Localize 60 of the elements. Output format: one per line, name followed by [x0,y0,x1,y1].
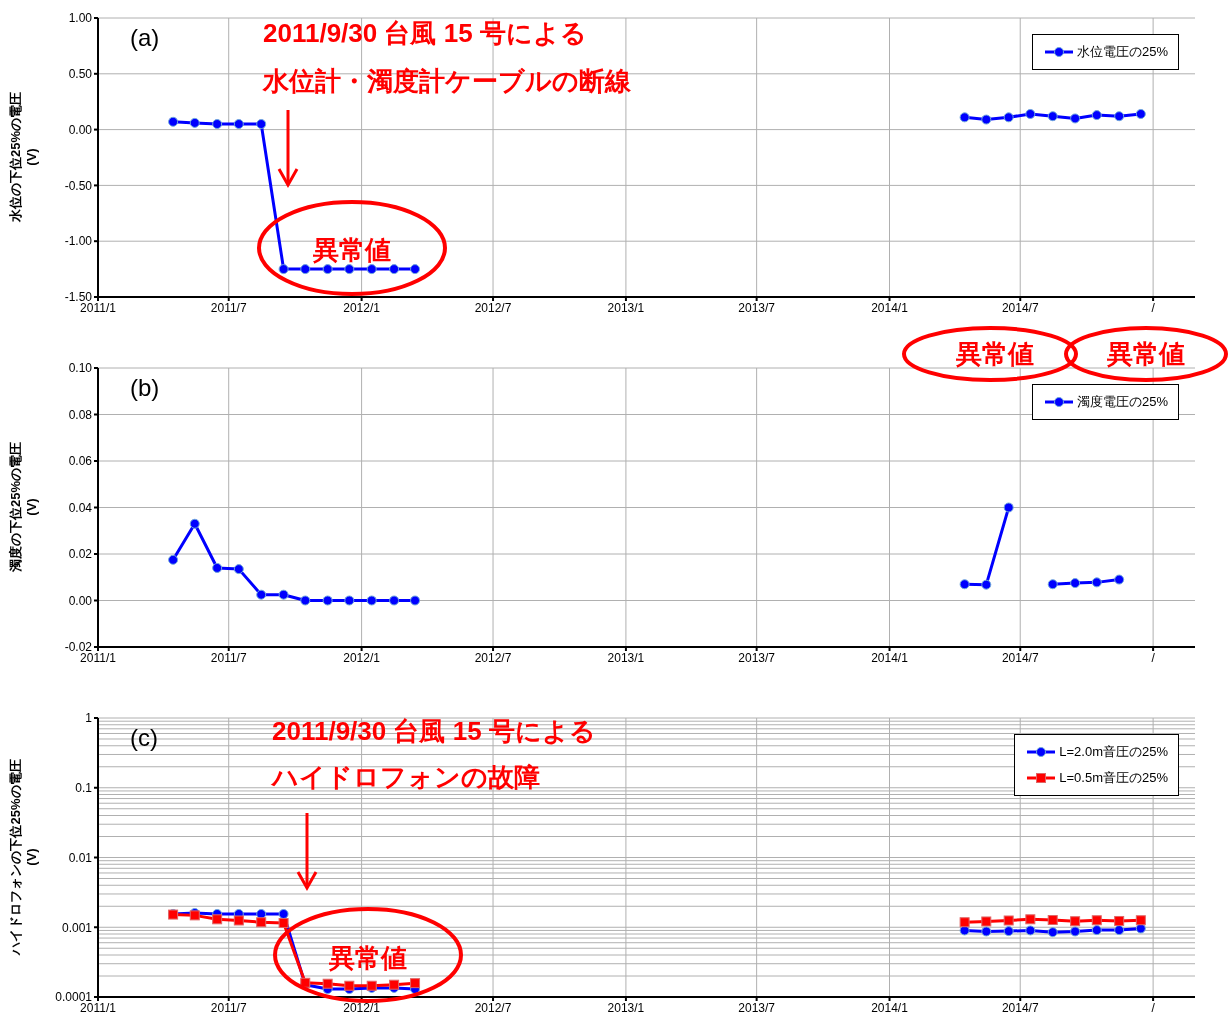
x-tick-label: 2014/7 [1001,300,1039,315]
legend-label: 濁度電圧の25% [1076,393,1168,411]
x-tick-label: 2011/1 [80,650,117,665]
x-tick-label: 2013/7 [738,650,776,665]
annotation: ハイドロフォンの故障 [272,762,540,792]
y-tick-label: 0.10 [68,361,93,376]
y-tick-label: 0.04 [68,500,93,515]
annotation: 異常値 [313,235,391,265]
x-tick-label: 2014/1 [871,300,909,315]
y-tick-label: -1.00 [64,234,93,249]
annotation: 水位計・濁度計ケーブルの断線 [263,66,631,96]
x-tick-label: 2011/1 [80,300,117,315]
annotation: 異常値 [329,943,407,973]
y-axis-title: 濁度の下位25%の電圧 (V) [8,441,40,573]
legend-label: L=0.5m音圧の25% [1059,769,1168,787]
chart-title: (b) [130,374,160,402]
annotation: 異常値 [956,339,1034,369]
x-tick-label: 2014/1 [871,1000,909,1015]
y-tick-label: 0.1 [75,781,93,796]
x-tick-label: 2014/1 [871,650,909,665]
annotation: 異常値 [1107,339,1185,369]
legend-label: 水位電圧の25% [1076,43,1168,61]
x-tick-label: 2012/7 [474,650,512,665]
x-tick-label: 2011/1 [80,1000,117,1015]
x-tick-label: / [1151,650,1156,665]
y-tick-label: 0.50 [68,67,93,82]
annotation: 2011/9/30 台風 15 号による [272,716,596,746]
x-tick-label: 2012/1 [343,650,381,665]
y-tick-label: 0.00 [68,593,93,608]
x-tick-label: 2013/1 [607,650,645,665]
y-tick-label: 1.00 [68,11,93,26]
x-tick-label: 2011/7 [210,650,247,665]
y-tick-label: 1 [85,711,93,726]
y-tick-label: 0.06 [68,454,93,469]
chart-title: (a) [130,24,160,52]
y-axis-title: ハイドロフォンの下位25%の電圧 (V) [8,759,40,955]
y-tick-label: 0.00 [68,122,93,137]
y-axis-title: 水位の下位25%の電圧 (V) [8,91,40,223]
x-tick-label: 2012/1 [343,300,381,315]
x-tick-label: 2012/7 [474,300,512,315]
y-tick-label: 0.001 [61,920,93,935]
x-tick-label: 2012/7 [474,1000,512,1015]
y-tick-label: 0.02 [68,547,93,562]
x-tick-label: 2013/7 [738,1000,776,1015]
y-tick-label: 0.08 [68,407,93,422]
x-tick-label: 2013/1 [607,1000,645,1015]
chart-title: (c) [130,724,158,752]
x-tick-label: 2011/7 [210,300,247,315]
x-tick-label: 2014/7 [1001,1000,1039,1015]
x-tick-label: 2013/1 [607,300,645,315]
x-tick-label: 2014/7 [1001,650,1039,665]
x-tick-label: 2011/7 [210,1000,247,1015]
y-tick-label: -0.50 [64,178,93,193]
annotation: 2011/9/30 台風 15 号による [263,18,587,48]
x-tick-label: / [1151,300,1156,315]
y-tick-label: 0.01 [68,850,93,865]
x-tick-label: / [1151,1000,1156,1015]
x-tick-label: 2013/7 [738,300,776,315]
x-tick-label: 2012/1 [343,1000,381,1015]
legend-label: L=2.0m音圧の25% [1059,743,1168,761]
